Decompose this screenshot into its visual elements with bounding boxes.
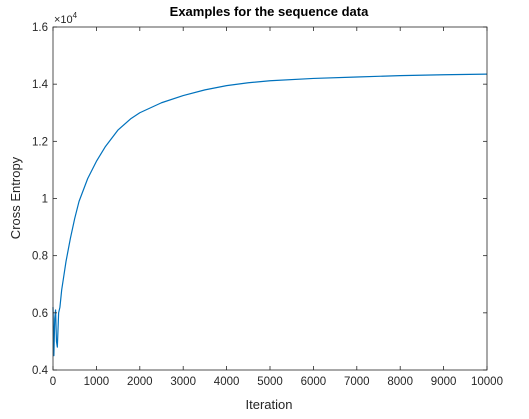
y-axis-label: Cross Entropy (8, 156, 23, 239)
x-tick-label: 4000 (214, 376, 240, 388)
x-tick-label: 10000 (471, 376, 503, 388)
x-axis-label: Iteration (246, 397, 293, 412)
data-layer (52, 73, 488, 357)
y-tick-label: 0.4 (32, 365, 49, 377)
y-tick-label: 1.4 (32, 79, 49, 91)
plot-area (53, 27, 487, 370)
chart-title: Examples for the sequence data (170, 4, 369, 19)
plot-frame (52, 26, 488, 371)
series-line (52, 73, 488, 357)
x-tick-label: 1000 (84, 376, 110, 388)
x-tick-label: 9000 (431, 376, 457, 388)
y-axis-exponent-power: 4 (73, 11, 78, 20)
x-tick-label: 8000 (387, 376, 413, 388)
x-tick-label: 3000 (170, 376, 196, 388)
y-axis-exponent: ×104 (54, 11, 78, 26)
y-tick-label: 1.2 (32, 136, 48, 148)
x-tick-label: 0 (50, 376, 56, 388)
x-tick-label: 5000 (257, 376, 283, 388)
tick-labels: 0 1000 2000 3000 4000 5000 6000 7000 8000 9000 100… (32, 22, 503, 388)
y-tick-label: 0.6 (32, 308, 48, 320)
x-tick-label: 2000 (127, 376, 153, 388)
y-axis-exponent-base: ×10 (54, 14, 73, 26)
y-tick-label: 0.8 (32, 251, 48, 263)
x-tick-label: 7000 (344, 376, 370, 388)
x-tick-label: 6000 (301, 376, 327, 388)
y-tick-label: 1 (42, 194, 48, 206)
y-tick-label: 1.6 (32, 22, 48, 34)
